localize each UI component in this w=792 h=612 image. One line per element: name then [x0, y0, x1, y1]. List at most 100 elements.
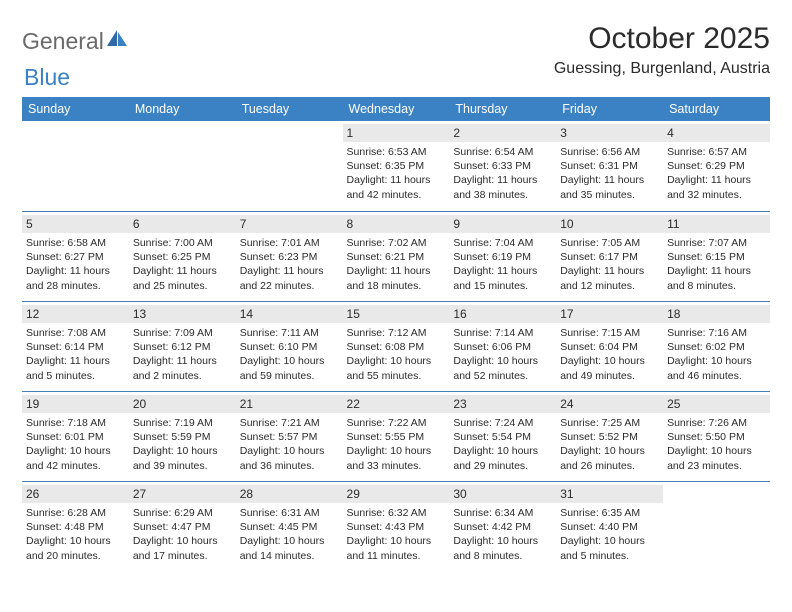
sail-icon: [106, 29, 128, 54]
daylight-text: Daylight: 10 hours: [347, 534, 446, 548]
calendar-day: 31Sunrise: 6:35 AMSunset: 4:40 PMDayligh…: [556, 481, 663, 571]
sunset-text: Sunset: 6:06 PM: [453, 340, 552, 354]
sunset-text: Sunset: 4:43 PM: [347, 520, 446, 534]
calendar-empty: [236, 121, 343, 211]
day-number: 7: [236, 215, 343, 233]
sunset-text: Sunset: 6:02 PM: [667, 340, 766, 354]
sunrise-text: Sunrise: 7:07 AM: [667, 236, 766, 250]
day-number: 27: [129, 485, 236, 503]
daylight-text: and 46 minutes.: [667, 369, 766, 383]
daylight-text: Daylight: 10 hours: [26, 534, 125, 548]
daylight-text: and 38 minutes.: [453, 188, 552, 202]
daylight-text: and 28 minutes.: [26, 279, 125, 293]
sunset-text: Sunset: 6:25 PM: [133, 250, 232, 264]
day-number: 10: [556, 215, 663, 233]
calendar-day: 20Sunrise: 7:19 AMSunset: 5:59 PMDayligh…: [129, 391, 236, 481]
daylight-text: and 49 minutes.: [560, 369, 659, 383]
daylight-text: and 25 minutes.: [133, 279, 232, 293]
sunset-text: Sunset: 5:57 PM: [240, 430, 339, 444]
sunset-text: Sunset: 6:33 PM: [453, 159, 552, 173]
sunrise-text: Sunrise: 7:12 AM: [347, 326, 446, 340]
daylight-text: and 18 minutes.: [347, 279, 446, 293]
daylight-text: and 42 minutes.: [347, 188, 446, 202]
sunset-text: Sunset: 6:04 PM: [560, 340, 659, 354]
day-number: 24: [556, 395, 663, 413]
daylight-text: and 15 minutes.: [453, 279, 552, 293]
day-number: 3: [556, 124, 663, 142]
calendar-day: 6Sunrise: 7:00 AMSunset: 6:25 PMDaylight…: [129, 211, 236, 301]
calendar-week: 1Sunrise: 6:53 AMSunset: 6:35 PMDaylight…: [22, 121, 770, 211]
sunrise-text: Sunrise: 6:58 AM: [26, 236, 125, 250]
daylight-text: and 2 minutes.: [133, 369, 232, 383]
sunrise-text: Sunrise: 7:15 AM: [560, 326, 659, 340]
daylight-text: Daylight: 11 hours: [26, 354, 125, 368]
day-number: 14: [236, 305, 343, 323]
sunrise-text: Sunrise: 7:11 AM: [240, 326, 339, 340]
daylight-text: and 8 minutes.: [667, 279, 766, 293]
calendar-day: 23Sunrise: 7:24 AMSunset: 5:54 PMDayligh…: [449, 391, 556, 481]
sunrise-text: Sunrise: 6:32 AM: [347, 506, 446, 520]
daylight-text: Daylight: 11 hours: [133, 354, 232, 368]
daylight-text: Daylight: 10 hours: [240, 354, 339, 368]
daylight-text: and 20 minutes.: [26, 549, 125, 563]
daylight-text: Daylight: 10 hours: [347, 354, 446, 368]
daylight-text: Daylight: 11 hours: [133, 264, 232, 278]
day-number: 17: [556, 305, 663, 323]
day-number: 26: [22, 485, 129, 503]
calendar-day: 28Sunrise: 6:31 AMSunset: 4:45 PMDayligh…: [236, 481, 343, 571]
calendar-day: 29Sunrise: 6:32 AMSunset: 4:43 PMDayligh…: [343, 481, 450, 571]
daylight-text: and 5 minutes.: [560, 549, 659, 563]
calendar-day: 9Sunrise: 7:04 AMSunset: 6:19 PMDaylight…: [449, 211, 556, 301]
day-number: 13: [129, 305, 236, 323]
calendar-body: 1Sunrise: 6:53 AMSunset: 6:35 PMDaylight…: [22, 121, 770, 571]
location-text: Guessing, Burgenland, Austria: [554, 60, 770, 78]
sunset-text: Sunset: 4:40 PM: [560, 520, 659, 534]
calendar-empty: [129, 121, 236, 211]
daylight-text: Daylight: 10 hours: [453, 444, 552, 458]
daylight-text: and 12 minutes.: [560, 279, 659, 293]
sunset-text: Sunset: 4:47 PM: [133, 520, 232, 534]
sunrise-text: Sunrise: 7:25 AM: [560, 416, 659, 430]
daylight-text: Daylight: 11 hours: [560, 173, 659, 187]
day-number: 6: [129, 215, 236, 233]
sunset-text: Sunset: 6:27 PM: [26, 250, 125, 264]
daylight-text: and 52 minutes.: [453, 369, 552, 383]
daylight-text: and 5 minutes.: [26, 369, 125, 383]
day-header: Friday: [556, 97, 663, 121]
calendar-empty: [22, 121, 129, 211]
calendar-day: 11Sunrise: 7:07 AMSunset: 6:15 PMDayligh…: [663, 211, 770, 301]
calendar-day: 3Sunrise: 6:56 AMSunset: 6:31 PMDaylight…: [556, 121, 663, 211]
sunrise-text: Sunrise: 7:16 AM: [667, 326, 766, 340]
day-header: Tuesday: [236, 97, 343, 121]
calendar-day: 19Sunrise: 7:18 AMSunset: 6:01 PMDayligh…: [22, 391, 129, 481]
daylight-text: and 23 minutes.: [667, 459, 766, 473]
day-number: 20: [129, 395, 236, 413]
daylight-text: Daylight: 11 hours: [347, 264, 446, 278]
sunrise-text: Sunrise: 6:34 AM: [453, 506, 552, 520]
sunrise-text: Sunrise: 7:22 AM: [347, 416, 446, 430]
calendar-page: General October 2025 Guessing, Burgenlan…: [0, 0, 792, 571]
calendar-week: 26Sunrise: 6:28 AMSunset: 4:48 PMDayligh…: [22, 481, 770, 571]
daylight-text: and 39 minutes.: [133, 459, 232, 473]
sunset-text: Sunset: 5:59 PM: [133, 430, 232, 444]
daylight-text: and 26 minutes.: [560, 459, 659, 473]
daylight-text: Daylight: 10 hours: [667, 444, 766, 458]
day-header: Sunday: [22, 97, 129, 121]
day-number: 31: [556, 485, 663, 503]
day-header: Wednesday: [343, 97, 450, 121]
daylight-text: Daylight: 11 hours: [453, 173, 552, 187]
sunrise-text: Sunrise: 7:09 AM: [133, 326, 232, 340]
sunset-text: Sunset: 6:21 PM: [347, 250, 446, 264]
sunset-text: Sunset: 4:45 PM: [240, 520, 339, 534]
day-number: 4: [663, 124, 770, 142]
calendar-day: 27Sunrise: 6:29 AMSunset: 4:47 PMDayligh…: [129, 481, 236, 571]
day-number: 2: [449, 124, 556, 142]
daylight-text: and 59 minutes.: [240, 369, 339, 383]
day-number: 25: [663, 395, 770, 413]
sunset-text: Sunset: 6:35 PM: [347, 159, 446, 173]
sunset-text: Sunset: 4:42 PM: [453, 520, 552, 534]
daylight-text: and 14 minutes.: [240, 549, 339, 563]
calendar-day: 15Sunrise: 7:12 AMSunset: 6:08 PMDayligh…: [343, 301, 450, 391]
daylight-text: Daylight: 10 hours: [26, 444, 125, 458]
daylight-text: Daylight: 10 hours: [453, 534, 552, 548]
